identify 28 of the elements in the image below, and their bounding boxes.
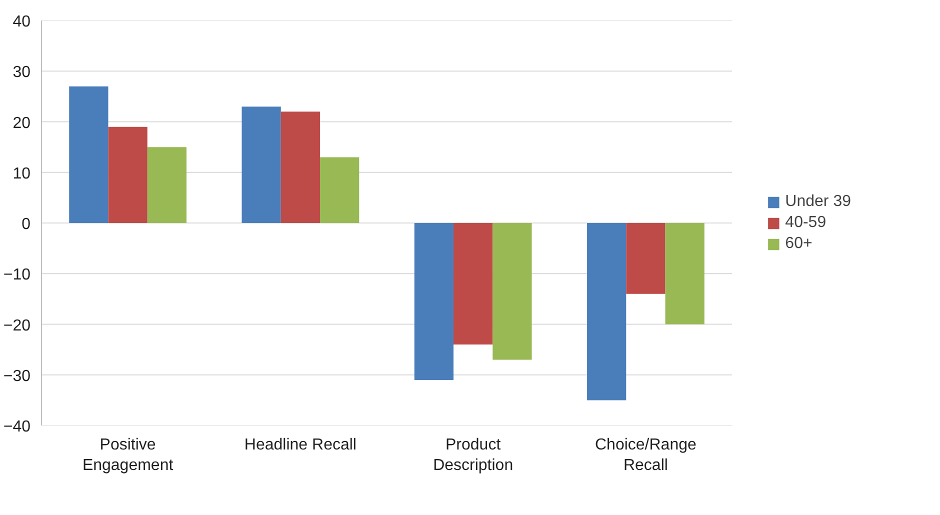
x-tick-label: Headline Recall	[244, 436, 356, 454]
bar	[280, 112, 320, 223]
bar	[587, 223, 626, 400]
y-tick-label: 40	[12, 14, 31, 30]
y-tick-label: 30	[12, 64, 31, 82]
y-tick-label: −10	[3, 266, 31, 284]
legend-label: 60+	[785, 234, 812, 252]
y-tick-label: −40	[3, 418, 31, 436]
bar	[492, 223, 532, 360]
y-tick-label: 10	[12, 165, 31, 182]
bar	[454, 223, 493, 344]
x-tick-label: Positive Engagement	[82, 436, 174, 474]
bar	[320, 157, 360, 223]
y-tick-label: 0	[22, 216, 31, 233]
bar	[414, 223, 454, 380]
y-tick-label: 20	[12, 114, 31, 132]
y-tick-label: −30	[3, 368, 31, 385]
bar	[626, 223, 666, 294]
bar	[69, 86, 108, 223]
x-tick-label: Product Description	[433, 436, 514, 474]
x-tick-label: Choice/Range Recall	[595, 436, 697, 474]
bar	[147, 147, 187, 223]
bar	[242, 106, 281, 223]
bar	[108, 126, 148, 223]
legend-label: Under 39	[785, 192, 851, 210]
y-tick-label: −20	[3, 317, 31, 334]
bar	[665, 223, 704, 324]
legend-label: 40-59	[785, 214, 826, 232]
